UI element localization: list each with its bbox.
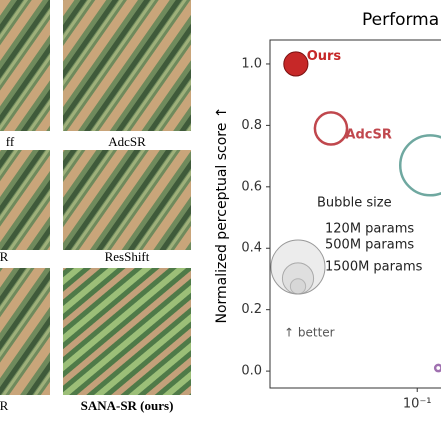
image [0, 268, 50, 395]
y-tick-label: 0.4 [241, 241, 262, 256]
y-tick-label: 0.2 [241, 302, 262, 317]
image-grid: ff AdcSR R ResShift R SANA-SR (ours) [0, 0, 191, 413]
legend-label: 120M params [325, 222, 414, 237]
bubble [313, 111, 349, 146]
plot-frame [269, 39, 441, 389]
annotation: ↑ better [284, 326, 335, 340]
y-tick-label: 0.6 [241, 179, 262, 194]
chart: Performa Normalized perceptual score ↑ 0… [214, 10, 441, 412]
legend-label: 500M params [325, 238, 414, 253]
bubble [283, 51, 309, 77]
bubble [399, 134, 441, 197]
caption: ff [6, 134, 15, 149]
legend-label: 1500M params [325, 260, 423, 275]
bubble-label: Ours [307, 49, 342, 64]
y-tick-label: 0.0 [241, 364, 262, 379]
bubble-label: AdcSR [345, 127, 391, 142]
caption: AdcSR [108, 134, 146, 149]
caption: SANA-SR (ours) [81, 398, 174, 413]
y-axis-label: Normalized perceptual score ↑ [214, 106, 230, 323]
image [63, 268, 191, 395]
image [63, 150, 191, 250]
y-tick-label: 0.8 [241, 118, 262, 133]
legend-title: Bubble size [317, 196, 392, 211]
caption: R [0, 249, 9, 264]
bubble [433, 363, 441, 373]
image [0, 150, 50, 250]
y-tick-label: 1.0 [241, 56, 262, 71]
image [63, 0, 191, 131]
image [0, 0, 50, 131]
caption: ResShift [105, 249, 150, 264]
chart-title: Performa [362, 10, 439, 30]
x-tick-label: 10⁻¹ [403, 397, 432, 412]
caption: R [0, 398, 9, 413]
legend-bubble [270, 239, 326, 295]
